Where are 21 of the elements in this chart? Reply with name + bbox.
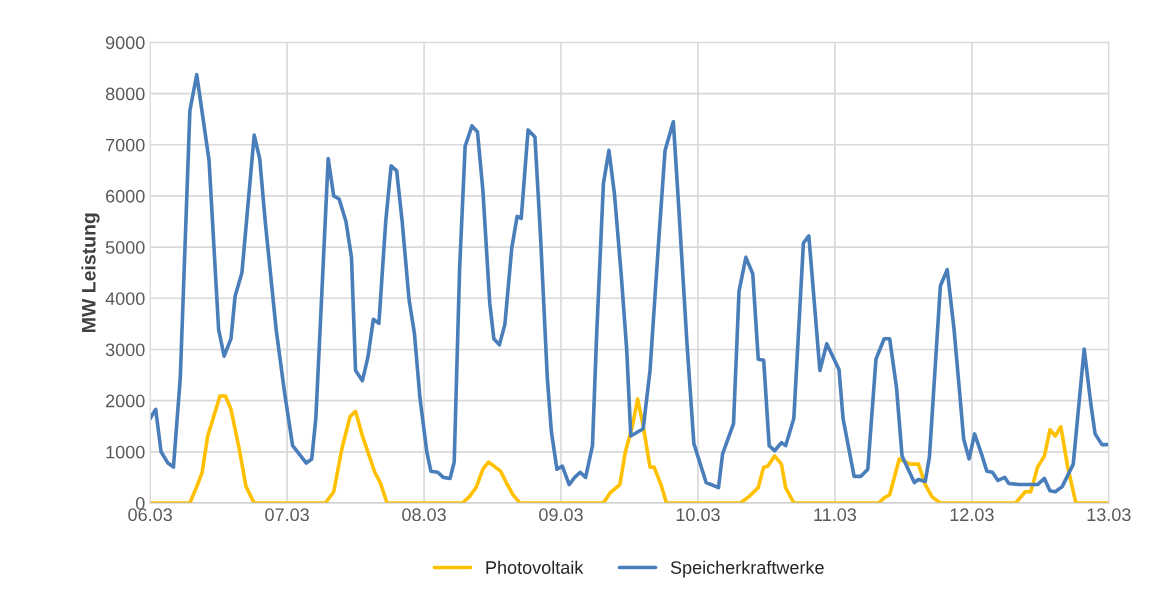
x-tick-label: 13.03 [1087,508,1131,522]
y-axis-title: MW Leistung [81,213,100,332]
x-tick-label: 08.03 [402,508,446,522]
x-tick-label: 12.03 [950,508,994,522]
x-tick-label: 10.03 [676,508,720,522]
y-tick-label: 8000 [105,87,145,101]
y-tick-label: 2000 [106,394,145,408]
y-tick-label: 4000 [105,292,145,306]
y-tick-label: 1000 [106,445,145,459]
y-tick-label: 5000 [105,241,145,254]
x-tick-label: 06.03 [128,508,172,522]
x-tick-label: 07.03 [265,508,309,522]
legend-label: Speicherkraftwerke [670,560,824,578]
y-tick-label: 0 [135,496,145,510]
y-tick-label: 7000 [106,138,145,152]
y-tick-label: 9000 [105,36,145,50]
x-tick-label: 09.03 [539,508,583,522]
legend-label: Photovoltaik [486,560,584,574]
y-tick-label: 6000 [106,189,145,203]
x-tick-label: 11.03 [814,508,857,522]
y-tick-label: 3000 [105,343,145,357]
